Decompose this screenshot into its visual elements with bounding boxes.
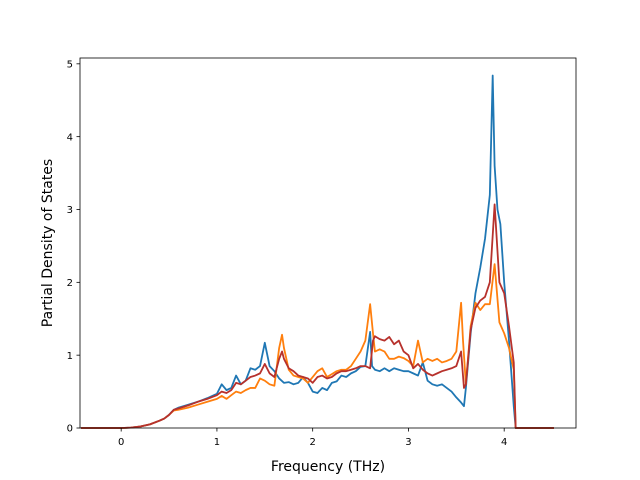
y-tick-label: 2	[67, 278, 73, 289]
axes-frame	[79, 57, 577, 429]
y-tick-label: 3	[67, 205, 73, 216]
x-axis-label: Frequency (THz)	[271, 459, 385, 475]
y-tick-label: 5	[67, 59, 73, 70]
plot-area: 0 1 2 3 4 0 1 2 3 4 5	[67, 57, 577, 448]
x-tick-label: 1	[214, 437, 220, 448]
y-tick-label: 0	[67, 424, 73, 435]
series-layer	[80, 74, 554, 429]
series-line-3	[80, 203, 554, 429]
x-tick-label: 4	[501, 437, 507, 448]
y-tick-label: 4	[67, 132, 73, 143]
x-tick-label: 3	[405, 437, 411, 448]
x-tick-label: 0	[118, 437, 124, 448]
x-axis-ticks: 0 1 2 3 4	[118, 428, 507, 448]
y-axis-ticks: 0 1 2 3 4 5	[67, 59, 80, 435]
series-line-1	[80, 74, 554, 429]
y-tick-label: 1	[67, 351, 73, 362]
x-tick-label: 2	[309, 437, 315, 448]
y-axis-label: Partial Density of States	[40, 159, 56, 327]
